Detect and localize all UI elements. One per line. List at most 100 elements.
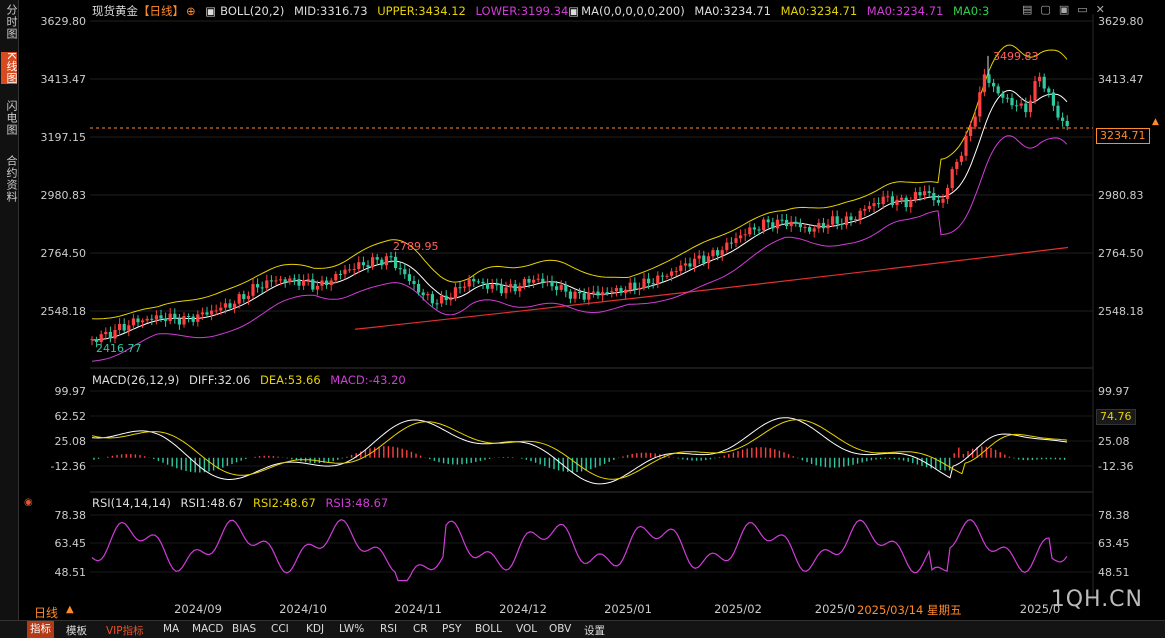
indicator-tab[interactable]: PSY (442, 623, 462, 635)
candle-body (863, 208, 867, 211)
candle-body (265, 280, 269, 289)
candle-body (352, 269, 356, 271)
price-arrow-icon: ▲ (1152, 117, 1159, 127)
candle-body (113, 330, 117, 339)
rsi-marker-icon[interactable]: ◉ (24, 497, 33, 508)
candle-body (964, 136, 968, 156)
candle-body (780, 219, 784, 221)
candle-body (334, 273, 338, 281)
candle-body (200, 312, 204, 315)
candle-body (320, 280, 324, 286)
candle-body (375, 257, 379, 260)
candle-body (141, 320, 145, 323)
tab-time-sharing[interactable]: 分时图 (5, 4, 18, 40)
candle-body (251, 284, 255, 296)
candle-body (407, 274, 411, 281)
candle-body (177, 318, 181, 325)
candle-body (509, 284, 513, 288)
candle-body (191, 316, 195, 322)
candle-body (941, 198, 945, 203)
indicator-tab[interactable]: LW% (339, 623, 365, 635)
candle-body (536, 278, 540, 280)
ma-dropdown-icon[interactable]: ▣ (568, 4, 580, 18)
candle-body (775, 219, 779, 229)
candle-body (660, 275, 664, 277)
indicator-tab[interactable]: 指标 (27, 621, 54, 638)
date-axis-label: 2024/11 (394, 602, 442, 616)
candle-body (104, 331, 108, 335)
layout-icon[interactable]: ▤ (1022, 3, 1041, 16)
tab-kline[interactable]: K线图 (1, 52, 18, 85)
candle-body (881, 196, 885, 205)
candle-body (237, 294, 241, 304)
minimize-icon[interactable]: ▭ (1077, 3, 1096, 16)
maximize-icon[interactable]: ▣ (1058, 3, 1078, 16)
indicator-tab[interactable]: CR (413, 623, 428, 635)
candle-body (550, 281, 554, 287)
restore-icon[interactable]: ▢ (1040, 3, 1059, 16)
period-badge: 【日线】 (138, 4, 184, 18)
indicator-tab[interactable]: 模板 (66, 625, 87, 637)
macd-dea: DEA:53.66 (260, 373, 321, 387)
indicator-tab[interactable]: 设置 (584, 625, 605, 637)
indicator-tab[interactable]: MA (163, 623, 180, 635)
boll-upper: UPPER:3434.12 (377, 4, 466, 18)
tab-lightning[interactable]: 闪电图 (5, 100, 18, 136)
candle-body (403, 269, 407, 275)
indicator-tab[interactable]: OBV (549, 623, 572, 635)
candle-body (909, 200, 913, 208)
indicator-tab[interactable]: MACD (192, 623, 224, 635)
indicator-tab[interactable]: CCI (271, 623, 289, 635)
candle-body (1038, 76, 1042, 82)
boll-dropdown-icon[interactable]: ▣ (205, 4, 217, 18)
candle-body (1019, 103, 1023, 106)
axis-labels: 3499.83 2789.95 2416.77 3629.80 3629.80 3413.… (41, 15, 1144, 616)
candle-body (854, 219, 858, 221)
date-axis-label: 2024/10 (279, 602, 327, 616)
indicator-tab[interactable]: BIAS (232, 623, 257, 635)
candle-body (472, 278, 476, 282)
candle-body (164, 318, 168, 321)
candle-body (196, 314, 200, 322)
ma200-line (354, 246, 1069, 330)
tab-contract-info[interactable]: 合约资料 (5, 155, 18, 203)
macd-axis-label-left: -12.36 (51, 460, 86, 473)
candle-body (821, 222, 825, 229)
candle-body (210, 310, 214, 315)
boll-mid: MID:3316.73 (293, 4, 368, 18)
candle-body (1056, 105, 1060, 118)
close-icon[interactable]: ✕ (1095, 3, 1113, 16)
candle-body (739, 235, 743, 239)
indicator-tab[interactable]: VOL (516, 623, 538, 635)
candle-body (794, 221, 798, 224)
candle-body (315, 285, 319, 290)
rsi-axis-label-right: 63.45 (1098, 537, 1130, 550)
candle-body (476, 281, 480, 283)
macd-axis-label-left: 62.52 (55, 410, 87, 423)
candle-body (808, 227, 812, 232)
candle-body (122, 323, 126, 331)
candle-body (872, 203, 876, 207)
rsi-name: RSI(14,14,14) (92, 496, 171, 510)
candle-body (996, 86, 1000, 94)
indicator-tab[interactable]: KDJ (306, 623, 325, 635)
settings-icon[interactable]: ⊕ (186, 4, 196, 18)
candle-body (955, 161, 959, 170)
candle-body (435, 303, 439, 305)
date-axis-label: 2024/12 (499, 602, 547, 616)
price-axis-label-right: 2548.18 (1098, 305, 1144, 318)
indicator-tab[interactable]: BOLL (475, 623, 502, 635)
ma0-b: MA0:3234.71 (780, 4, 858, 18)
candle-body (131, 318, 135, 326)
candle-body (665, 275, 669, 277)
candle-body (398, 268, 402, 270)
indicator-tab[interactable]: RSI (380, 623, 398, 635)
rsi-legend: RSI(14,14,14) RSI1:48.67 RSI2:48.67 RSI3… (92, 496, 394, 510)
indicator-tab[interactable]: VIP指标 (106, 625, 144, 637)
candle-body (440, 295, 444, 304)
candle-body (959, 155, 963, 162)
candle-body (223, 303, 227, 308)
period-up-icon[interactable]: ▲ (66, 604, 74, 615)
candle-body (219, 307, 223, 311)
